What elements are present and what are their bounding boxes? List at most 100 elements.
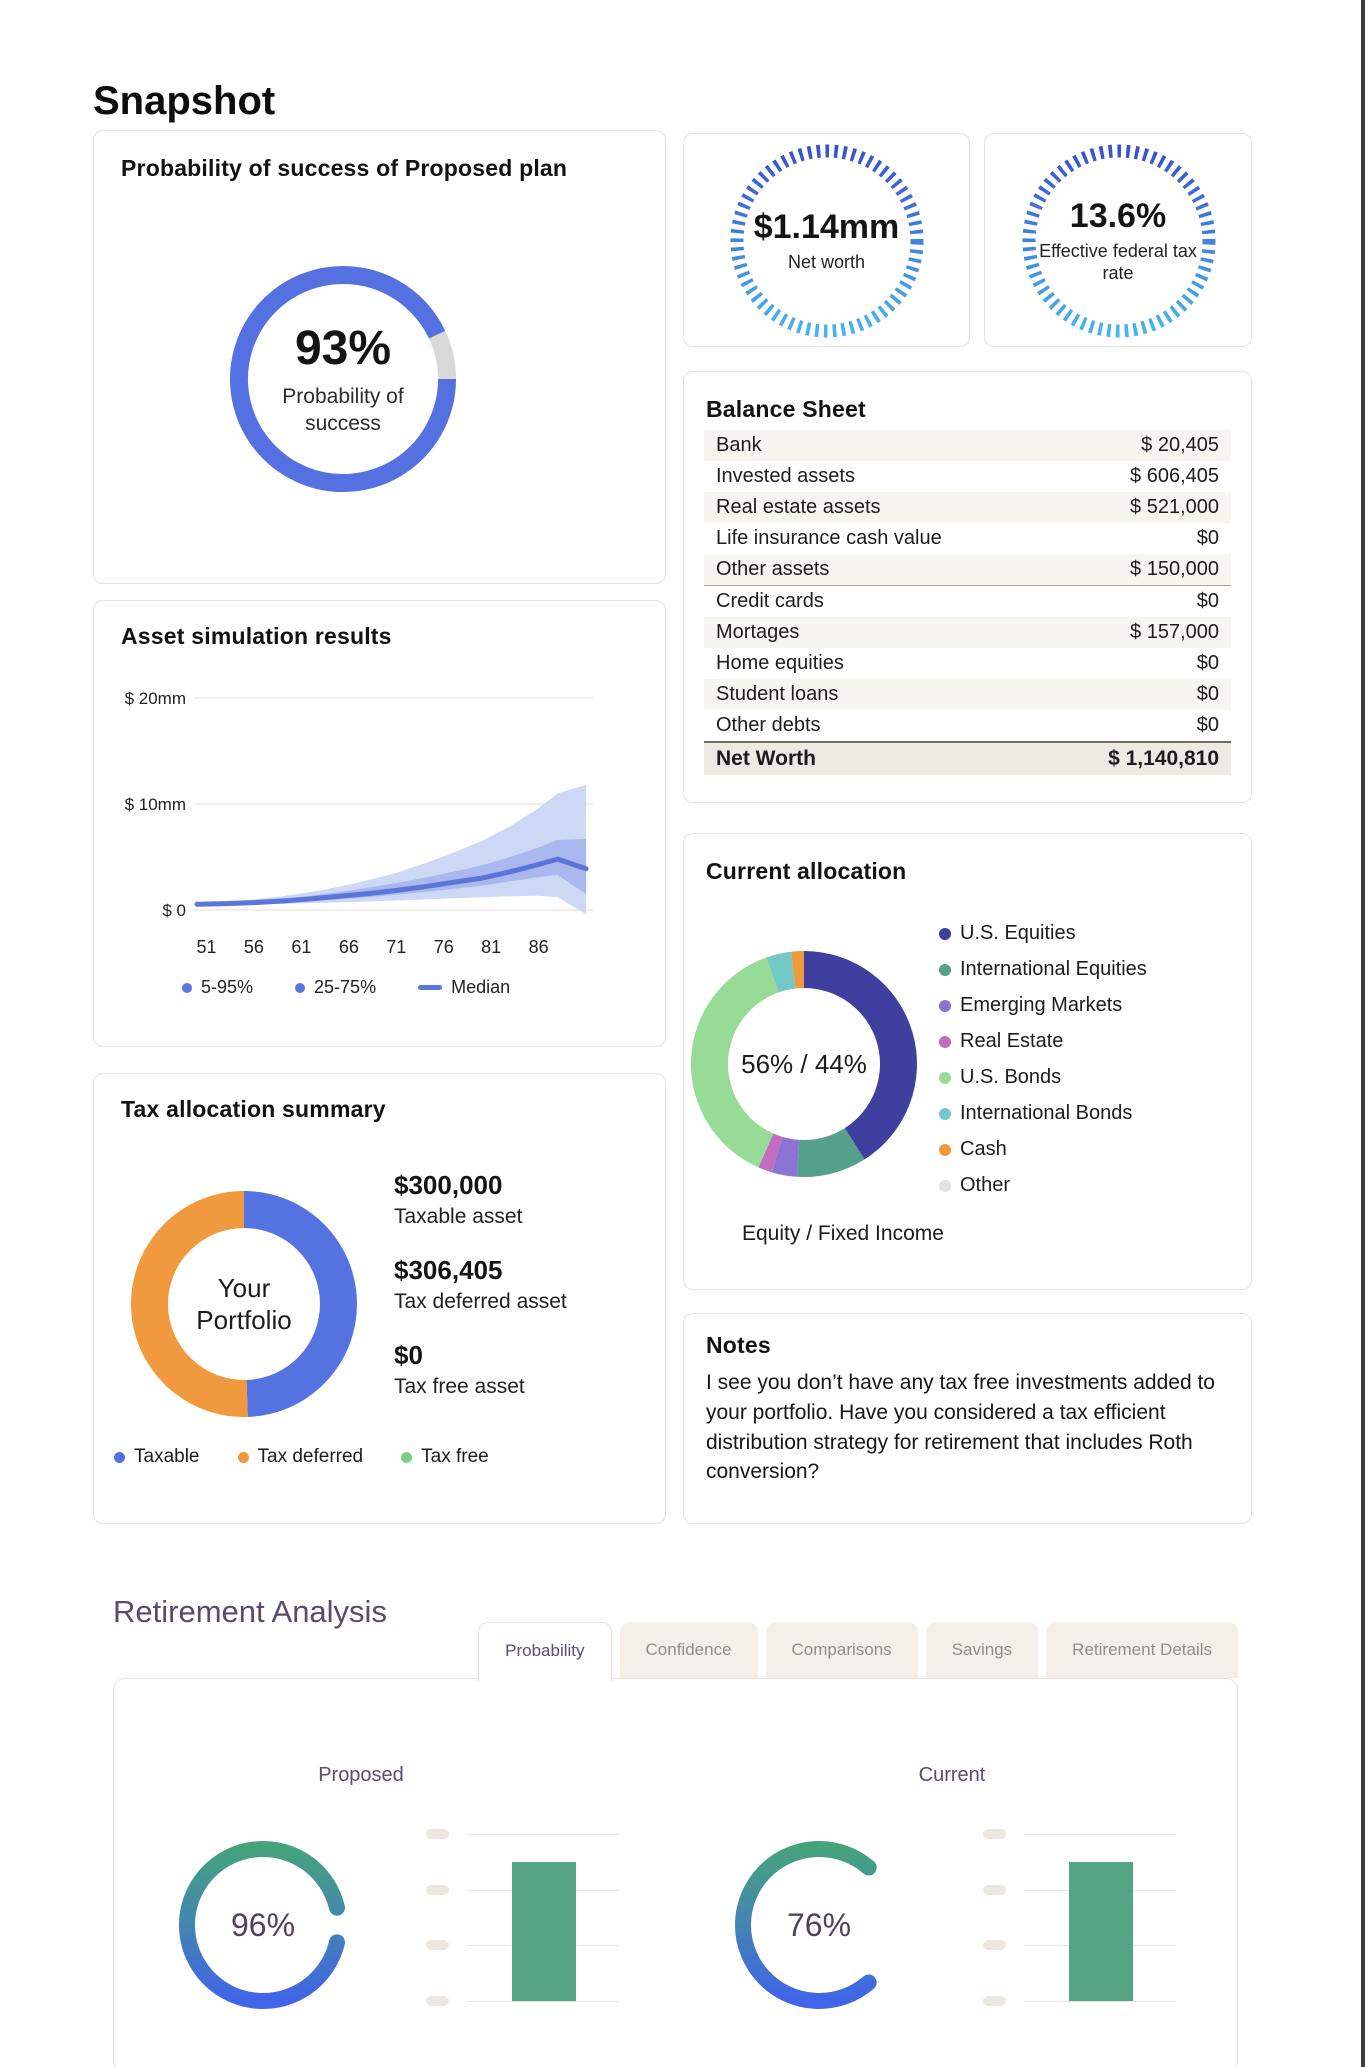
asset-legend-label: Median	[451, 977, 511, 997]
balance-row: Bank $ 20,405	[704, 430, 1231, 461]
balance-row-value: $0	[1196, 590, 1219, 612]
tax-rate-label: Effective federal tax rate	[1039, 241, 1197, 283]
allocation-legend-label: Other	[960, 1174, 1011, 1196]
allocation-legend-label: U.S. Bonds	[960, 1066, 1062, 1088]
balance-row-value: $0	[1196, 683, 1219, 705]
balance-row: Home equities $0	[704, 648, 1231, 679]
balance-total-label: Net Worth	[716, 747, 816, 770]
current-gauge-chart: 76%	[729, 1835, 909, 2015]
balance-row-label: Life insurance cash value	[716, 527, 942, 549]
tax-allocation-stats: $300,000 Taxable asset $306,405 Tax deferre…	[394, 1170, 567, 1425]
page-title: Snapshot	[93, 78, 276, 123]
tab-savings[interactable]: Savings	[925, 1622, 1039, 1678]
bar-chart-tick-placeholder	[983, 1829, 1006, 1839]
window-right-edge	[1361, 0, 1365, 2067]
current-allocation-donut-chart	[691, 951, 917, 1177]
bar-chart-tick-placeholder	[983, 1884, 1006, 1895]
tax-rate-badge-card: 13.6% Effective federal tax rate	[984, 133, 1252, 347]
svg-text:$ 20mm: $ 20mm	[125, 689, 186, 708]
tax-rate-badge: 13.6% Effective federal tax rate	[985, 141, 1251, 341]
probability-of-success-card: Probability of success of Proposed plan …	[93, 130, 666, 584]
allocation-legend-item: Real Estate	[939, 1030, 1147, 1053]
bar-chart-tick-placeholder	[426, 1884, 449, 1895]
probability-label: Probability of success	[282, 385, 404, 435]
legend-line-icon	[418, 985, 443, 990]
legend-dot-icon	[939, 963, 951, 976]
svg-text:86: 86	[529, 937, 549, 957]
tax-legend-label: Tax free	[421, 1446, 489, 1467]
tax-stat-label: Taxable asset	[394, 1205, 523, 1228]
balance-row-label: Credit cards	[716, 590, 824, 612]
svg-text:51: 51	[196, 937, 216, 957]
current-allocation-card: Current allocation 56% / 44% U.S. Equiti…	[683, 833, 1252, 1290]
legend-dot-icon	[939, 1107, 951, 1120]
balance-row-value: $ 157,000	[1130, 621, 1219, 643]
tax-stat-label: Tax free asset	[394, 1375, 525, 1398]
retirement-probability-panel: Proposed 96% Current 76%	[113, 1678, 1238, 2067]
current-panel-label: Current	[918, 1764, 986, 1786]
retirement-tabs: Probability Confidence Comparisons Savings R…	[100, 1622, 1238, 1681]
balance-row-value: $0	[1196, 652, 1219, 674]
legend-dot-icon	[401, 1451, 413, 1463]
net-worth-label: Net worth	[787, 252, 866, 273]
balance-sheet-card: Balance Sheet Bank $ 20,405 Invested asset…	[683, 371, 1252, 803]
legend-dot-icon	[939, 1179, 951, 1192]
legend-dot-icon	[114, 1451, 125, 1463]
proposed-gauge-chart: 96%	[173, 1835, 353, 2015]
net-worth-dashed-ring-icon	[730, 144, 924, 338]
balance-row: Other debts $0	[704, 710, 1231, 743]
legend-dot-icon	[939, 1143, 951, 1156]
allocation-legend-item: Cash	[939, 1138, 1147, 1161]
tab-comparisons[interactable]: Comparisons	[765, 1622, 918, 1678]
bar-chart-gridline	[1024, 1834, 1176, 1835]
allocation-legend-label: Emerging Markets	[960, 994, 1123, 1016]
balance-row-label: Home equities	[716, 652, 844, 674]
tab-retirement-details[interactable]: Retirement Details	[1046, 1622, 1238, 1678]
bar-chart-tick-placeholder	[983, 1996, 1006, 2006]
balance-row: Real estate assets $ 521,000	[704, 492, 1231, 523]
asset-simulation-card: Asset simulation results $ 20mm $ 10mm $ 0…	[93, 600, 666, 1047]
bar-chart-tick-placeholder	[983, 1940, 1006, 1951]
legend-dot-icon	[182, 982, 192, 993]
tax-legend-item: Tax deferred	[237, 1446, 363, 1468]
asset-legend-label: 25-75%	[314, 977, 377, 997]
tab-probability[interactable]: Probability	[478, 1622, 612, 1681]
balance-row-label: Invested assets	[716, 465, 855, 487]
probability-ring-chart	[230, 266, 456, 492]
proposed-panel-label: Proposed	[318, 1764, 404, 1786]
balance-sheet-title: Balance Sheet	[706, 396, 866, 422]
balance-row-label: Real estate assets	[716, 496, 881, 518]
legend-dot-icon	[237, 1451, 249, 1463]
probability-card-title: Probability of success of Proposed plan	[121, 155, 568, 181]
tax-legend-item: Taxable	[114, 1446, 200, 1468]
allocation-legend-label: U.S. Equities	[960, 922, 1076, 944]
asset-legend-item: 5-95%	[182, 977, 253, 998]
balance-row-label: Student loans	[716, 683, 839, 705]
bar-chart-tick-placeholder	[426, 1829, 449, 1839]
tab-confidence[interactable]: Confidence	[619, 1622, 758, 1678]
tax-stat-value: $300,000	[394, 1170, 503, 1200]
current-gauge-arc	[735, 1841, 877, 2009]
tax-stat: $300,000 Taxable asset	[394, 1170, 567, 1229]
current-gauge-value: 76%	[786, 1906, 852, 1943]
balance-row-label: Other assets	[716, 558, 830, 580]
bar-chart-gridline	[1024, 2001, 1176, 2002]
svg-text:76: 76	[434, 937, 454, 957]
tax-allocation-donut-chart	[130, 1191, 357, 1417]
net-worth-badge-card: $1.14mm Net worth	[683, 133, 970, 347]
probability-bar	[1069, 1862, 1133, 2001]
asset-simulation-title: Asset simulation results	[121, 623, 392, 649]
balance-row: Credit cards $0	[704, 586, 1231, 617]
tax-stat-value: $306,405	[394, 1255, 503, 1285]
asset-legend-item: 25-75%	[295, 977, 376, 998]
legend-dot-icon	[939, 1071, 951, 1084]
legend-dot-icon	[939, 1035, 951, 1048]
net-worth-value: $1.14mm	[753, 208, 900, 247]
bar-chart-tick-placeholder	[426, 1940, 449, 1951]
allocation-legend-label: International Equities	[960, 958, 1147, 980]
asset-legend-label: 5-95%	[201, 977, 254, 997]
tax-legend-item: Tax free	[401, 1446, 489, 1468]
svg-text:$ 0: $ 0	[162, 901, 186, 920]
balance-row: Mortages $ 157,000	[704, 617, 1231, 648]
